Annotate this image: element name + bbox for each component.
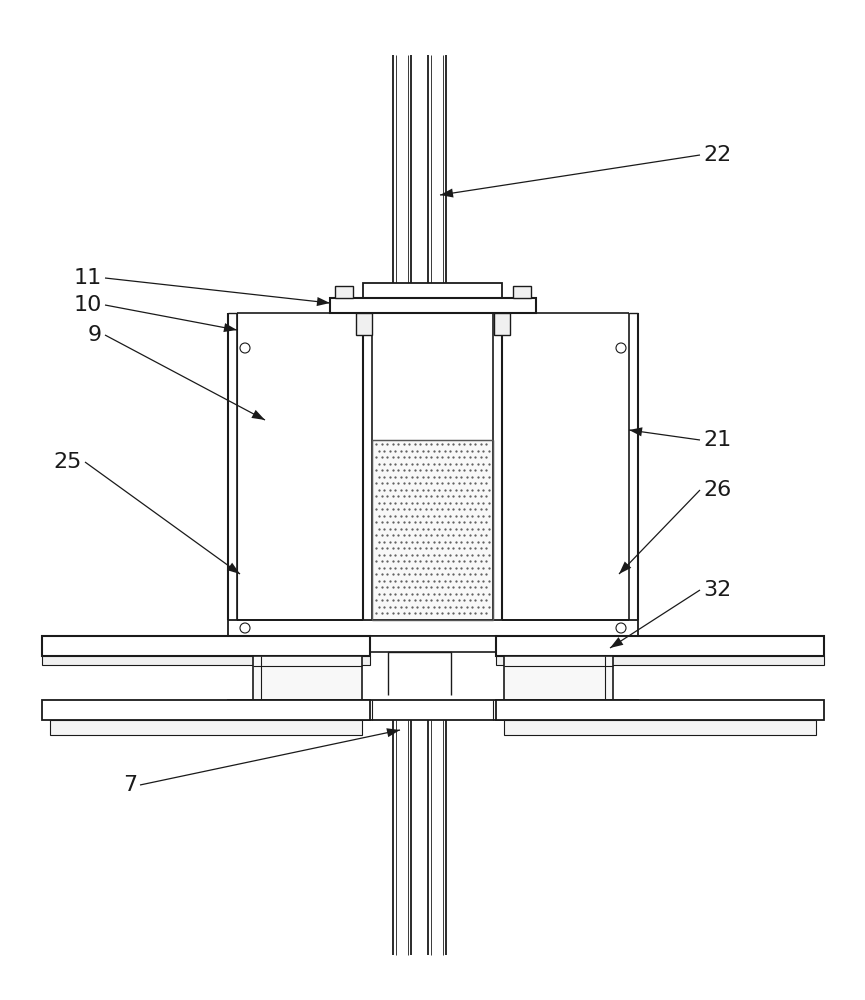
Bar [513, 286, 531, 298]
Polygon shape [227, 563, 240, 574]
Bar [496, 636, 824, 656]
Circle shape [616, 623, 626, 633]
Circle shape [240, 343, 250, 353]
Polygon shape [440, 189, 453, 198]
Bar [345, 636, 520, 652]
Polygon shape [252, 410, 265, 420]
Polygon shape [387, 728, 400, 737]
Bar [504, 656, 613, 710]
Bar [42, 656, 370, 665]
Bar [494, 313, 510, 335]
Polygon shape [223, 323, 237, 332]
Text: 9: 9 [88, 325, 102, 345]
Polygon shape [610, 637, 624, 648]
Bar [335, 286, 353, 298]
Text: 7: 7 [123, 775, 137, 795]
Text: 25: 25 [54, 452, 82, 472]
Bar [330, 298, 536, 313]
Text: 32: 32 [703, 580, 731, 600]
Text: 10: 10 [74, 295, 102, 315]
Polygon shape [619, 561, 631, 574]
Bar [253, 656, 362, 710]
Bar [42, 700, 370, 720]
Bar [496, 656, 824, 665]
Bar [356, 313, 372, 335]
Bar [228, 700, 638, 720]
Text: 22: 22 [703, 145, 731, 165]
Bar [372, 440, 493, 620]
Bar [228, 620, 638, 636]
Bar [496, 700, 824, 720]
Bar [42, 636, 370, 656]
Text: 26: 26 [703, 480, 731, 500]
Circle shape [240, 623, 250, 633]
Bar [50, 720, 362, 735]
Text: 21: 21 [703, 430, 731, 450]
Bar [372, 440, 493, 620]
Polygon shape [317, 297, 330, 306]
Circle shape [616, 343, 626, 353]
Text: 11: 11 [74, 268, 102, 288]
Bar [363, 283, 502, 298]
Bar [504, 720, 816, 735]
Polygon shape [629, 427, 643, 436]
